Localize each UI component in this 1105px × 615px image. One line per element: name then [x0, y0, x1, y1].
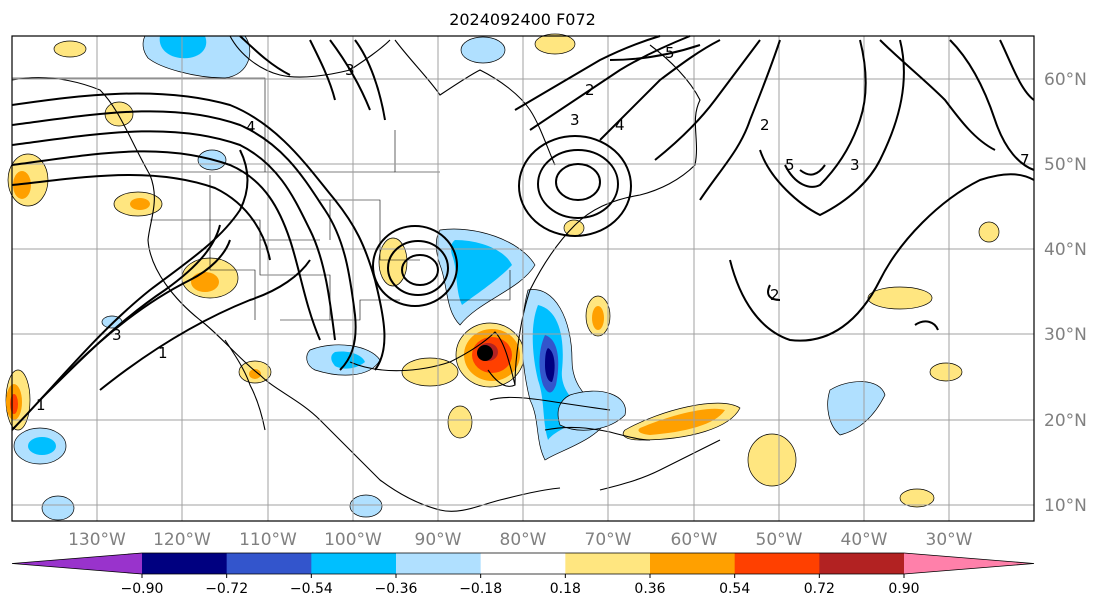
border-layer	[12, 77, 511, 321]
contour-label: 5	[665, 44, 675, 62]
contour-label: 3	[345, 61, 355, 79]
gridlines	[12, 36, 1034, 521]
storm-center-marker	[477, 345, 493, 361]
lon-label: 90°W	[415, 530, 462, 550]
colorbar-extend-min	[12, 553, 142, 574]
lat-label: 30°N	[1044, 325, 1087, 345]
colorbar-tick-label: −0.18	[459, 581, 502, 597]
colorbar-segment	[734, 553, 820, 574]
contour-label: 2	[760, 116, 770, 134]
lat-label: 60°N	[1044, 70, 1087, 90]
lon-label: 50°W	[756, 530, 803, 550]
contour-label: 3	[112, 326, 122, 344]
colorbar-tick-label: −0.90	[121, 581, 164, 597]
lat-label: 10°N	[1044, 496, 1087, 516]
contour-label: 1	[36, 396, 46, 414]
colorbar-tick-label: 0.36	[634, 581, 665, 597]
colorbar-tick-label: −0.54	[290, 581, 333, 597]
lon-label: 40°W	[841, 530, 888, 550]
contour-label: 3	[850, 156, 860, 174]
contour-label: 3	[570, 111, 580, 129]
latitude-labels: 10°N 20°N 30°N 40°N 50°N 60°N	[1044, 70, 1087, 516]
contour-label: 4	[246, 118, 256, 136]
colorbar-tick-label: −0.36	[375, 581, 418, 597]
contour-label: 2	[585, 81, 595, 99]
map-area: 4 3 2 3 1 1 5 2 3 5 7 3 4 2	[5, 33, 1035, 522]
colorbar-segment	[480, 553, 566, 574]
colorbar-segment	[226, 553, 312, 574]
lon-label: 110°W	[239, 530, 297, 550]
colorbar-tick-label: 0.18	[550, 581, 581, 597]
colorbar-extend-max	[904, 553, 1034, 574]
longitude-labels: 130°W 120°W 110°W 100°W 90°W 80°W 70°W 6…	[68, 530, 973, 550]
colorbar-tick-label: 0.54	[719, 581, 750, 597]
lon-label: 30°W	[926, 530, 973, 550]
colorbar: −0.90 −0.72 −0.54 −0.36 −0.18 0.18 0.36 0.54 0.7…	[11, 552, 1035, 597]
colorbar-segment	[565, 553, 651, 574]
lon-label: 130°W	[68, 530, 126, 550]
map-frame	[11, 35, 1035, 522]
lat-label: 50°N	[1044, 155, 1087, 175]
lon-label: 70°W	[585, 530, 632, 550]
contour-label: 1	[158, 344, 168, 362]
contour-label: 5	[785, 156, 795, 174]
colorbar-segment	[142, 553, 228, 574]
contour-label: 7	[1020, 151, 1030, 169]
lon-label: 100°W	[324, 530, 382, 550]
colorbar-tick-label: 0.72	[804, 581, 835, 597]
contour-label: 2	[770, 286, 780, 304]
colorbar-segment	[396, 553, 482, 574]
colorbar-segment	[650, 553, 736, 574]
lat-label: 40°N	[1044, 240, 1087, 260]
lat-label: 20°N	[1044, 411, 1087, 431]
colorbar-segment	[311, 553, 397, 574]
contour-layer	[11, 35, 1035, 431]
map-title: 2024092400 F072	[449, 10, 596, 29]
contour-label: 4	[615, 116, 625, 134]
colorbar-tick-label: −0.72	[205, 581, 248, 597]
lon-label: 80°W	[500, 530, 547, 550]
contour-labels: 4 3 2 3 1 1 5 2 3 5 7 3 4 2	[36, 44, 1030, 414]
lon-label: 120°W	[153, 530, 211, 550]
colorbar-tick-label: 0.90	[888, 581, 919, 597]
colorbar-segment	[819, 553, 905, 574]
lon-label: 60°W	[671, 530, 718, 550]
